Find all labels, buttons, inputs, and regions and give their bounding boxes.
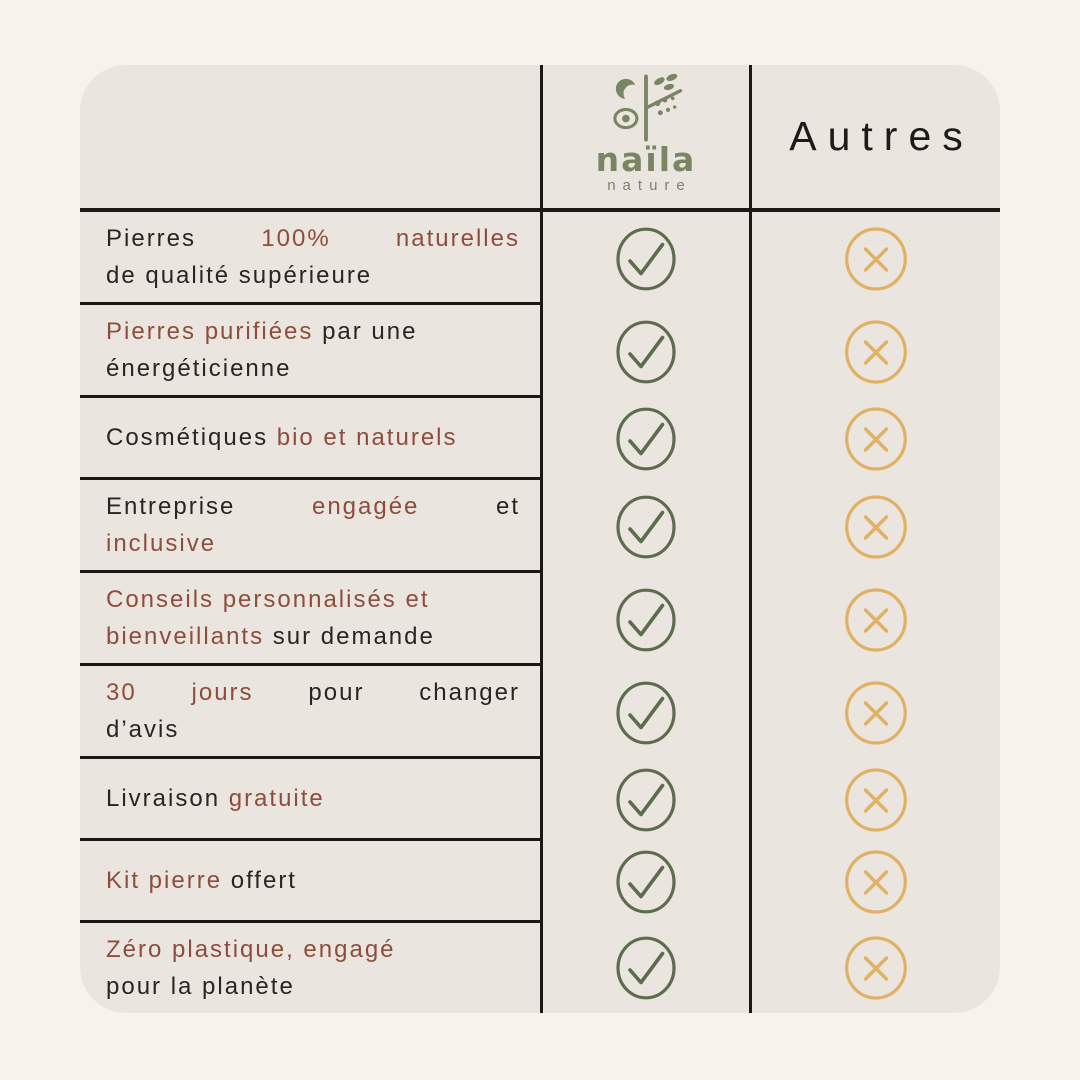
naila-nature-logo-icon (613, 73, 683, 142)
competitor-value-cell (752, 305, 1000, 398)
feature-text-highlight: bio et naturels (276, 424, 458, 451)
check-circle-icon (616, 495, 676, 558)
competitor-value-cell (752, 398, 1000, 480)
cross-circle-icon (845, 226, 907, 291)
feature-text-plain: pour la planète (106, 973, 295, 1000)
competitor-header-cell: Autres (752, 65, 1000, 212)
feature-text-plain: d’avis (106, 716, 180, 743)
header-brand-cell: naïla nature (540, 65, 752, 212)
feature-text: Pierres 100% naturelles de qualité supéri… (106, 220, 520, 294)
check-circle-icon (616, 227, 676, 290)
brand-value-cell (540, 398, 752, 480)
feature-text: Zéro plastique, engagé pour la planète (106, 931, 520, 1005)
cross-circle-icon (845, 680, 907, 745)
cross-circle-icon (845, 494, 907, 559)
feature-text-plain: et (419, 493, 520, 520)
feature-text: Livraison gratuite (106, 780, 520, 817)
feature-text-plain: offert (222, 867, 297, 894)
cross-circle-icon (845, 850, 907, 914)
check-circle-icon (616, 320, 676, 383)
competitor-value-cell (752, 666, 1000, 759)
feature-row-label: Pierres purifiées par une énergéticienne (80, 305, 540, 398)
feature-text-highlight: inclusive (106, 530, 217, 557)
brand-tagline: nature (607, 177, 692, 194)
feature-text-highlight: gratuite (228, 785, 325, 812)
cross-circle-icon (845, 768, 907, 832)
brand-name: naïla (595, 140, 697, 179)
feature-row-label: Pierres 100% naturelles de qualité supéri… (80, 212, 540, 305)
competitor-value-cell (752, 212, 1000, 305)
feature-text: Cosmétiques bio et naturels (106, 419, 520, 456)
brand-value-cell (540, 841, 752, 923)
brand-logo-block: naïla nature (596, 73, 697, 200)
competitor-value-cell (752, 573, 1000, 666)
feature-text-plain: de qualité supérieure (106, 262, 373, 289)
feature-text-highlight: 30 jours (106, 679, 254, 706)
feature-text-highlight: bienveillants (106, 623, 265, 650)
header-empty-cell (80, 65, 540, 212)
feature-text: Conseils personnalisés et bienveillants s… (106, 581, 520, 655)
feature-row-label: Conseils personnalisés et bienveillants s… (80, 573, 540, 666)
feature-text-highlight: Zéro plastique, engagé (106, 936, 396, 963)
feature-text-highlight: Conseils personnalisés et (106, 586, 430, 613)
feature-text-plain: énergéticienne (106, 355, 292, 382)
check-circle-icon (616, 936, 676, 1000)
feature-row-label: Kit pierre offert (80, 841, 540, 923)
feature-text: Kit pierre offert (106, 862, 520, 899)
feature-text-plain: Cosmétiques (106, 424, 277, 451)
cross-circle-icon (845, 407, 907, 471)
brand-value-cell (540, 573, 752, 666)
cross-circle-icon (845, 587, 907, 652)
feature-text-plain: par une (313, 318, 418, 345)
brand-value-cell (540, 212, 752, 305)
check-circle-icon (616, 850, 676, 914)
feature-text-plain: Livraison (106, 785, 229, 812)
feature-text: Pierres purifiées par une énergéticienne (106, 313, 520, 387)
feature-text-highlight: Kit pierre (106, 867, 223, 894)
feature-text-plain: pour changer (253, 679, 520, 706)
comparison-card: naïla nature Autres Pierres 100% naturel… (80, 65, 1000, 1013)
feature-text-highlight: 100% naturelles (261, 225, 520, 252)
brand-value-cell (540, 923, 752, 1013)
competitor-value-cell (752, 480, 1000, 573)
check-circle-icon (616, 588, 676, 651)
feature-text-highlight: engagée (311, 493, 420, 520)
brand-value-cell (540, 305, 752, 398)
check-circle-icon (616, 768, 676, 832)
competitor-label: Autres (789, 113, 974, 159)
brand-value-cell (540, 666, 752, 759)
feature-row-label: Entreprise engagée et inclusive (80, 480, 540, 573)
feature-text-highlight: Pierres purifiées (106, 318, 314, 345)
check-circle-icon (616, 407, 676, 471)
feature-row-label: Livraison gratuite (80, 759, 540, 841)
feature-text-plain: Pierres (106, 225, 262, 252)
feature-row-label: 30 jours pour changer d’avis (80, 666, 540, 759)
feature-text-plain: sur demande (264, 623, 435, 650)
check-circle-icon (616, 681, 676, 744)
feature-row-label: Cosmétiques bio et naturels (80, 398, 540, 480)
feature-text: 30 jours pour changer d’avis (106, 674, 520, 748)
feature-text: Entreprise engagée et inclusive (106, 488, 520, 562)
cross-circle-icon (845, 936, 907, 1000)
competitor-value-cell (752, 759, 1000, 841)
brand-value-cell (540, 480, 752, 573)
competitor-value-cell (752, 923, 1000, 1013)
cross-circle-icon (845, 319, 907, 384)
feature-row-label: Zéro plastique, engagé pour la planète (80, 923, 540, 1013)
brand-value-cell (540, 759, 752, 841)
feature-text-plain: Entreprise (106, 493, 312, 520)
competitor-value-cell (752, 841, 1000, 923)
